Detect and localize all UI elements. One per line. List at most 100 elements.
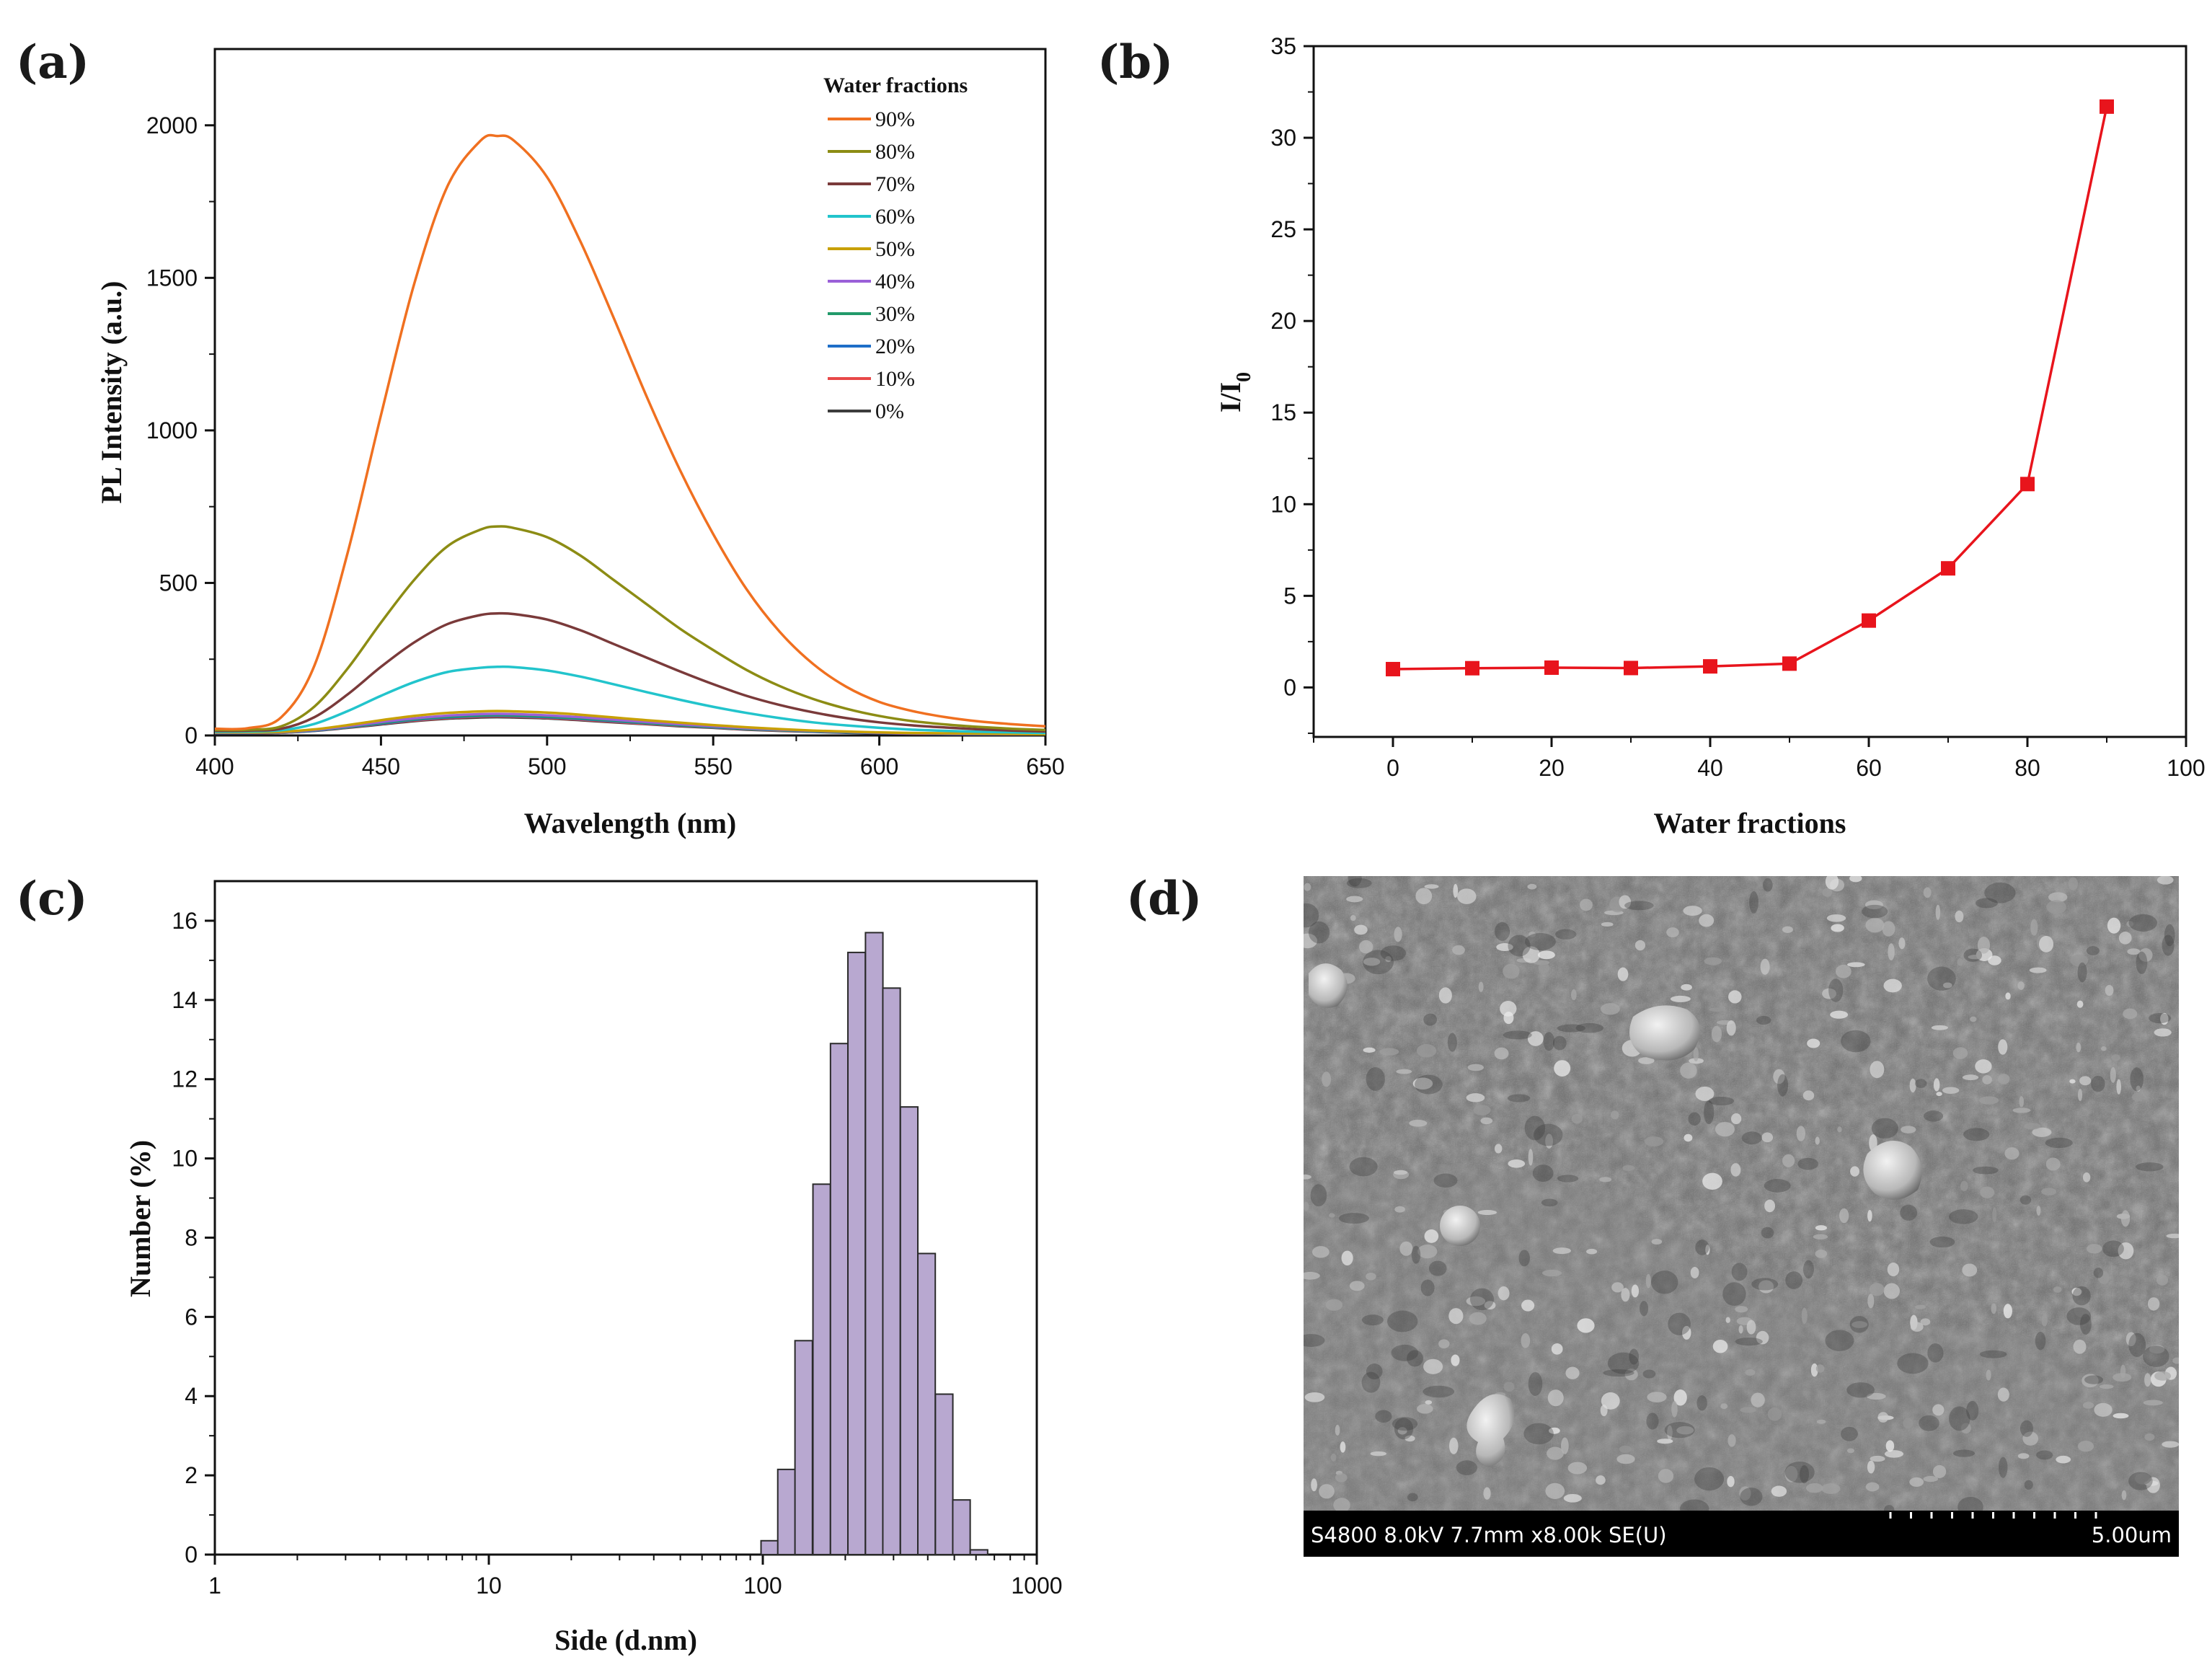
sem-shadow-spot — [1469, 1288, 1494, 1311]
sem-particle — [2017, 981, 2025, 990]
sem-particle — [1943, 982, 1952, 989]
sem-particle — [1807, 1038, 1821, 1048]
sem-shadow-spot — [1664, 1422, 1695, 1438]
sem-particle — [1567, 1462, 1588, 1475]
c-histogram-bar — [829, 1043, 849, 1555]
sem-shadow-spot — [1541, 1198, 1558, 1207]
sem-particle — [1484, 1301, 1496, 1310]
sem-particle — [1962, 1263, 1978, 1277]
sem-particle — [1497, 1286, 1510, 1301]
sem-particle — [1728, 990, 1742, 1004]
sem-particle — [2094, 1402, 2113, 1417]
sem-shadow-spot — [2066, 1307, 2092, 1325]
sem-particle — [2147, 1297, 2160, 1311]
sem-shadow-spot — [1984, 882, 2016, 903]
b-marker — [1782, 656, 1797, 671]
b-xtick-label: 20 — [1539, 755, 1565, 781]
c-ytick-label: 8 — [185, 1224, 198, 1250]
sem-shadow-spot — [2136, 951, 2148, 975]
sem-particle — [1866, 1392, 1886, 1400]
sem-particle — [1322, 1071, 1332, 1087]
sem-particle — [2132, 1092, 2144, 1102]
sem-particle — [2127, 948, 2141, 955]
sem-particle — [1693, 1047, 1699, 1061]
sem-particle — [1451, 1354, 1460, 1366]
sem-shadow-spot — [1785, 1271, 1803, 1289]
sem-particle — [1815, 1136, 1820, 1145]
sem-shadow-spot — [1900, 1204, 1918, 1221]
sem-particle — [1998, 1039, 2008, 1055]
c-ytick-label: 16 — [172, 908, 198, 934]
sem-particle — [2071, 1287, 2082, 1296]
sem-particle — [1740, 1407, 1756, 1413]
panel-label-a: (a) — [16, 35, 89, 89]
sem-shadow-spot — [1797, 1157, 1819, 1170]
sem-particle — [1330, 1453, 1337, 1462]
sem-shadow-spot — [1338, 1213, 1370, 1224]
sem-particle — [1645, 1273, 1651, 1289]
b-marker — [1862, 613, 1876, 628]
sem-particle — [1346, 896, 1363, 903]
sem-particle — [1340, 1441, 1346, 1453]
sem-particle — [1527, 1031, 1544, 1046]
panel-c-xlabel: Side (d.nm) — [554, 1624, 697, 1656]
sem-shadow-spot — [1423, 1013, 1438, 1026]
b-marker — [1941, 561, 1955, 576]
sem-shadow-spot — [1528, 1371, 1543, 1396]
sem-shadow-spot — [1825, 1330, 1854, 1351]
a-ytick-label: 0 — [185, 722, 198, 748]
sem-shadow-spot — [1696, 1395, 1707, 1411]
sem-particle — [1830, 1010, 1849, 1019]
sem-particle — [2138, 948, 2153, 962]
sem-particle — [1399, 1241, 1413, 1256]
sem-particle — [2076, 1043, 2082, 1053]
sem-shadow-spot — [2024, 1480, 2033, 1490]
sem-aggregate — [1309, 963, 1348, 1008]
sem-shadow-spot — [2128, 1333, 2146, 1357]
sem-shadow-spot — [1761, 1227, 1774, 1239]
sem-particle — [2135, 1472, 2151, 1485]
sem-particle — [1397, 1427, 1407, 1435]
sem-shadow-spot — [1741, 1131, 1762, 1145]
b-ytick-label: 5 — [1283, 583, 1296, 609]
sem-particle — [1438, 987, 1452, 1004]
sem-particle — [1547, 1389, 1564, 1407]
sem-particle — [2125, 1332, 2136, 1347]
sem-particle — [1887, 1262, 1900, 1277]
sem-particle — [2036, 1206, 2041, 1216]
sem-particle — [1480, 1117, 1493, 1125]
sem-shadow-spot — [1308, 921, 1330, 944]
sem-shadow-spot — [1927, 966, 1956, 991]
sem-shadow-spot — [1924, 1110, 1944, 1122]
sem-particle — [1960, 1180, 1968, 1191]
sem-particle — [1802, 1090, 1815, 1101]
sem-shadow-spot — [1423, 1385, 1455, 1398]
sem-particle — [1541, 1269, 1562, 1277]
sem-particle — [2172, 1357, 2179, 1364]
sem-particle — [1980, 1186, 1995, 1198]
sem-particle — [1563, 1493, 1582, 1503]
sem-shadow-spot — [1603, 1369, 1634, 1377]
sem-shadow-spot — [1919, 1415, 1939, 1431]
sem-particle — [1417, 1404, 1433, 1414]
sem-particle — [1870, 1061, 1885, 1079]
sem-particle — [2024, 1123, 2041, 1130]
sem-shadow-spot — [1640, 1301, 1649, 1317]
sem-shadow-spot — [2084, 1375, 2104, 1384]
sem-particle — [1997, 1074, 2010, 1084]
sem-particle — [1782, 1154, 1795, 1167]
sem-particle — [1680, 1062, 1697, 1079]
sem-particle — [1852, 1321, 1868, 1328]
sem-shadow-spot — [1952, 1449, 1976, 1457]
sem-particle — [1839, 1208, 1849, 1224]
panel-label-d: (d) — [1126, 872, 1202, 926]
c-histogram-bar — [864, 932, 884, 1556]
sem-particle — [1813, 1234, 1828, 1240]
sem-particle — [2116, 1079, 2122, 1095]
sem-particle — [1363, 958, 1381, 966]
sem-particle — [1529, 931, 1536, 937]
sem-particle — [1730, 1163, 1741, 1177]
sem-particle — [1478, 981, 1484, 992]
sem-particle — [1508, 1159, 1526, 1168]
sem-particle — [1865, 1482, 1880, 1492]
